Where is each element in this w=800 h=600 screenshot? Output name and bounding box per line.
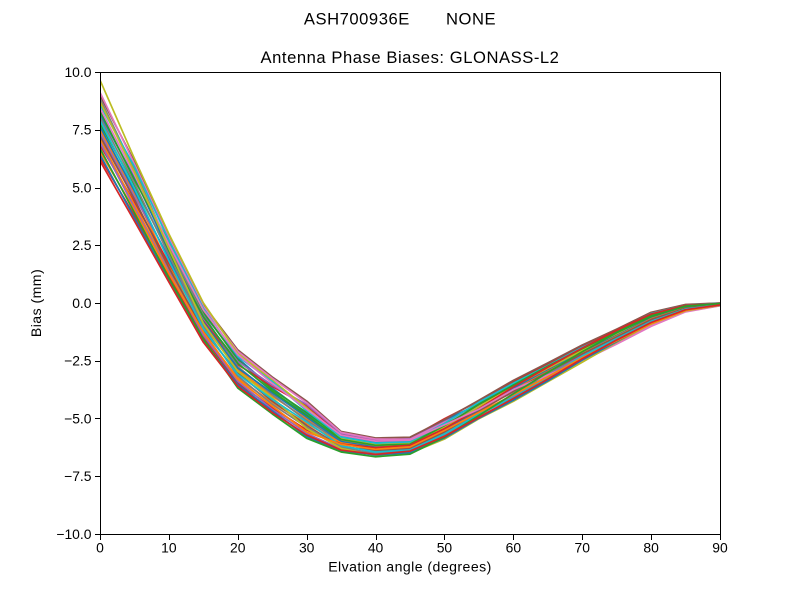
svg-text:Elvation angle (degrees): Elvation angle (degrees): [328, 559, 492, 575]
svg-text:30: 30: [299, 540, 315, 556]
svg-text:40: 40: [368, 540, 384, 556]
svg-text:50: 50: [437, 540, 453, 556]
svg-text:−10.0: −10.0: [56, 526, 91, 542]
svg-text:−5.0: −5.0: [64, 410, 92, 426]
svg-text:10: 10: [161, 540, 177, 556]
svg-text:0: 0: [96, 540, 104, 556]
svg-text:−2.5: −2.5: [64, 353, 92, 369]
svg-text:Bias (mm): Bias (mm): [28, 269, 44, 337]
svg-text:90: 90: [712, 540, 728, 556]
svg-text:70: 70: [574, 540, 590, 556]
svg-text:60: 60: [506, 540, 522, 556]
svg-text:2.5: 2.5: [72, 237, 92, 253]
svg-text:0.0: 0.0: [72, 295, 92, 311]
svg-text:ASH700936E NONE: ASH700936E NONE: [304, 10, 496, 29]
svg-text:−7.5: −7.5: [64, 468, 92, 484]
svg-text:5.0: 5.0: [72, 179, 92, 195]
svg-text:7.5: 7.5: [72, 122, 92, 138]
svg-text:10.0: 10.0: [64, 64, 91, 80]
svg-text:Antenna Phase Biases: GLONASS-: Antenna Phase Biases: GLONASS-L2: [261, 48, 560, 67]
svg-text:80: 80: [643, 540, 659, 556]
svg-text:20: 20: [230, 540, 246, 556]
